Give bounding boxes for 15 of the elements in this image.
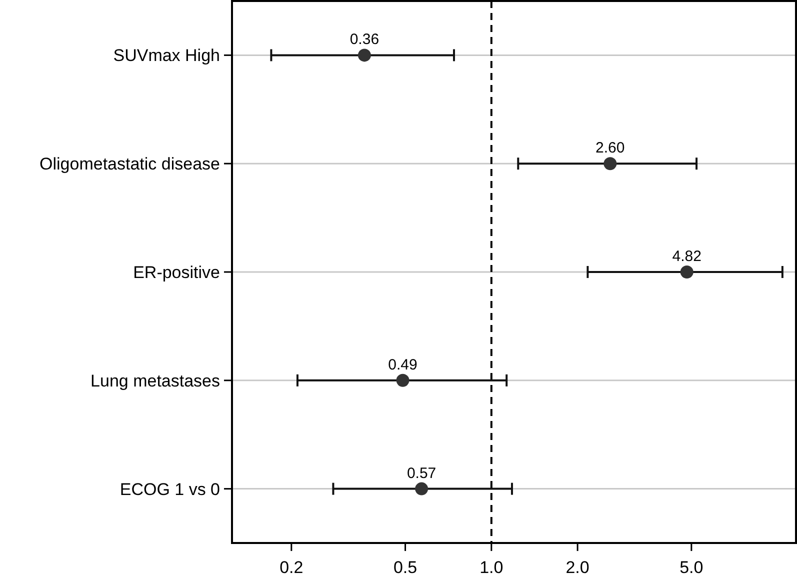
y-tick-label: Lung metastases — [90, 371, 220, 390]
data-label: 2.60 — [596, 140, 625, 157]
x-tick-label: 1.0 — [480, 558, 504, 577]
data-label: 4.82 — [672, 248, 702, 265]
y-tick-label: Oligometastatic disease — [40, 154, 220, 174]
x-tick-label: 0.2 — [280, 558, 304, 577]
y-tick-label: ECOG 1 vs 0 — [120, 480, 220, 499]
x-tick-label: 0.5 — [393, 558, 418, 577]
data-label: 0.57 — [406, 464, 436, 482]
y-tick-label: ER-positive — [133, 262, 220, 282]
x-tick-label: 5.0 — [680, 558, 704, 577]
y-tick-label: SUVmax High — [113, 46, 220, 66]
data-label: 0.36 — [350, 31, 380, 48]
x-tick-label: 2.0 — [566, 558, 590, 577]
data-label: 0.49 — [388, 356, 418, 374]
